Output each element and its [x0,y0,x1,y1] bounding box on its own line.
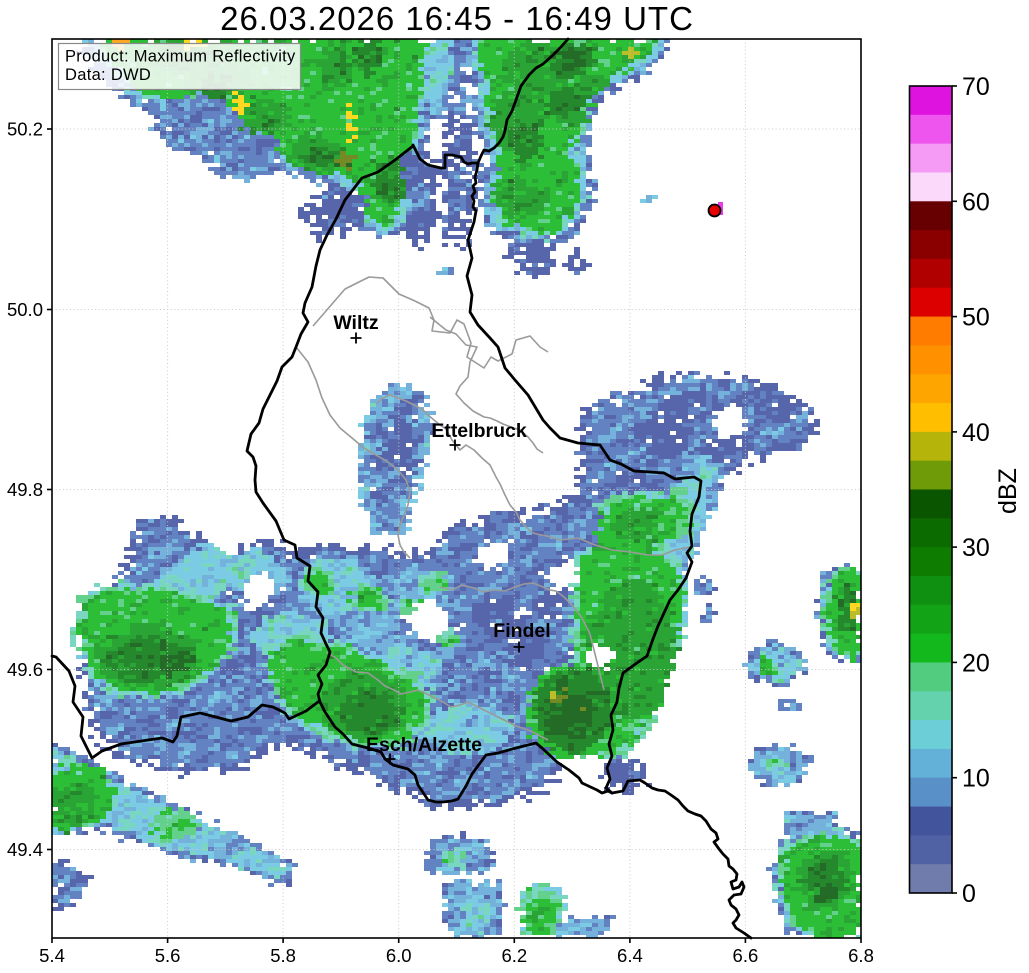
svg-text:50: 50 [962,304,990,332]
svg-text:60: 60 [962,188,990,216]
svg-text:50.0: 50.0 [7,299,43,320]
svg-text:70: 70 [962,73,990,101]
svg-text:dBZ: dBZ [994,468,1022,514]
svg-text:6.4: 6.4 [617,945,643,966]
svg-text:20: 20 [962,649,990,677]
svg-text:49.4: 49.4 [7,839,43,860]
svg-text:6.0: 6.0 [386,945,412,966]
svg-text:Wiltz: Wiltz [333,312,379,334]
svg-text:26.03.2026 16:45 - 16:49 UTC: 26.03.2026 16:45 - 16:49 UTC [220,0,694,37]
svg-text:6.8: 6.8 [848,945,874,966]
svg-text:30: 30 [962,534,990,562]
svg-text:Product: Maximum Reflectivity: Product: Maximum Reflectivity [65,48,296,66]
svg-text:5.4: 5.4 [39,945,65,966]
svg-text:10: 10 [962,765,990,793]
svg-text:0: 0 [962,880,976,908]
svg-text:40: 40 [962,419,990,447]
svg-text:50.2: 50.2 [7,119,43,140]
svg-text:49.8: 49.8 [7,479,43,500]
svg-text:Ettelbruck: Ettelbruck [431,420,527,442]
svg-text:Data: DWD: Data: DWD [65,66,151,84]
svg-text:6.2: 6.2 [501,945,527,966]
svg-text:5.6: 5.6 [155,945,181,966]
svg-text:Findel: Findel [493,620,550,642]
svg-text:5.8: 5.8 [270,945,296,966]
svg-text:6.6: 6.6 [733,945,759,966]
svg-text:49.6: 49.6 [7,659,43,680]
svg-text:Esch/Alzette: Esch/Alzette [366,734,482,756]
